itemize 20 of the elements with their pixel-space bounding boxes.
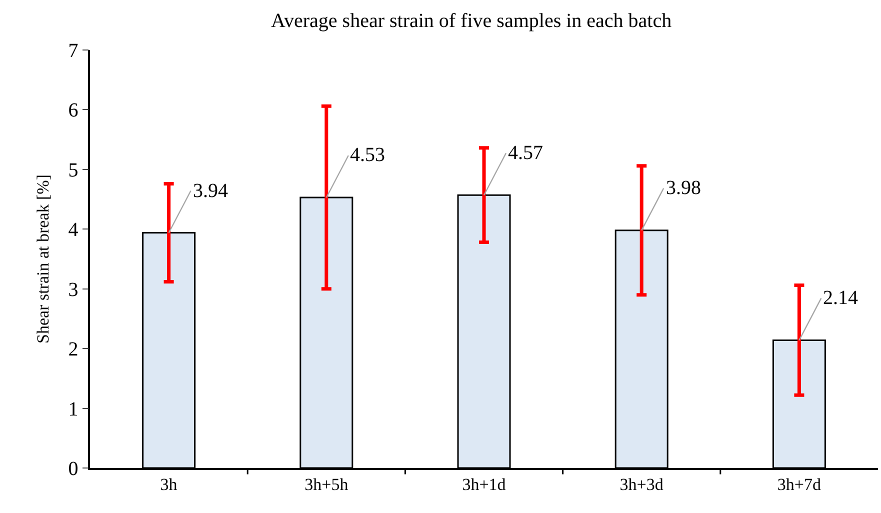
y-tick-label: 1 (68, 398, 78, 420)
data-label: 4.57 (508, 142, 543, 164)
y-tick-label: 3 (68, 278, 78, 301)
y-tick-label: 2 (68, 338, 78, 361)
x-tick-label: 3h+1d (462, 475, 506, 494)
x-tick-label: 3h+7d (777, 475, 822, 494)
y-tick-label: 6 (68, 100, 78, 122)
y-axis-title: Shear strain at break [%] (33, 174, 52, 344)
x-tick-label: 3h+3d (620, 475, 664, 494)
data-label: 2.14 (823, 287, 858, 309)
y-tick-label: 4 (68, 219, 78, 242)
chart-title: Average shear strain of five samples in each batch (271, 10, 672, 32)
y-tick-label: 7 (68, 40, 78, 62)
y-tick-label: 5 (68, 159, 78, 182)
x-tick-label: 3h+5h (304, 475, 349, 494)
data-label: 3.98 (666, 177, 701, 199)
y-tick-label: 0 (68, 458, 78, 480)
x-tick-label: 3h (160, 475, 178, 494)
data-label: 4.53 (350, 144, 385, 166)
data-label: 3.94 (193, 180, 228, 202)
